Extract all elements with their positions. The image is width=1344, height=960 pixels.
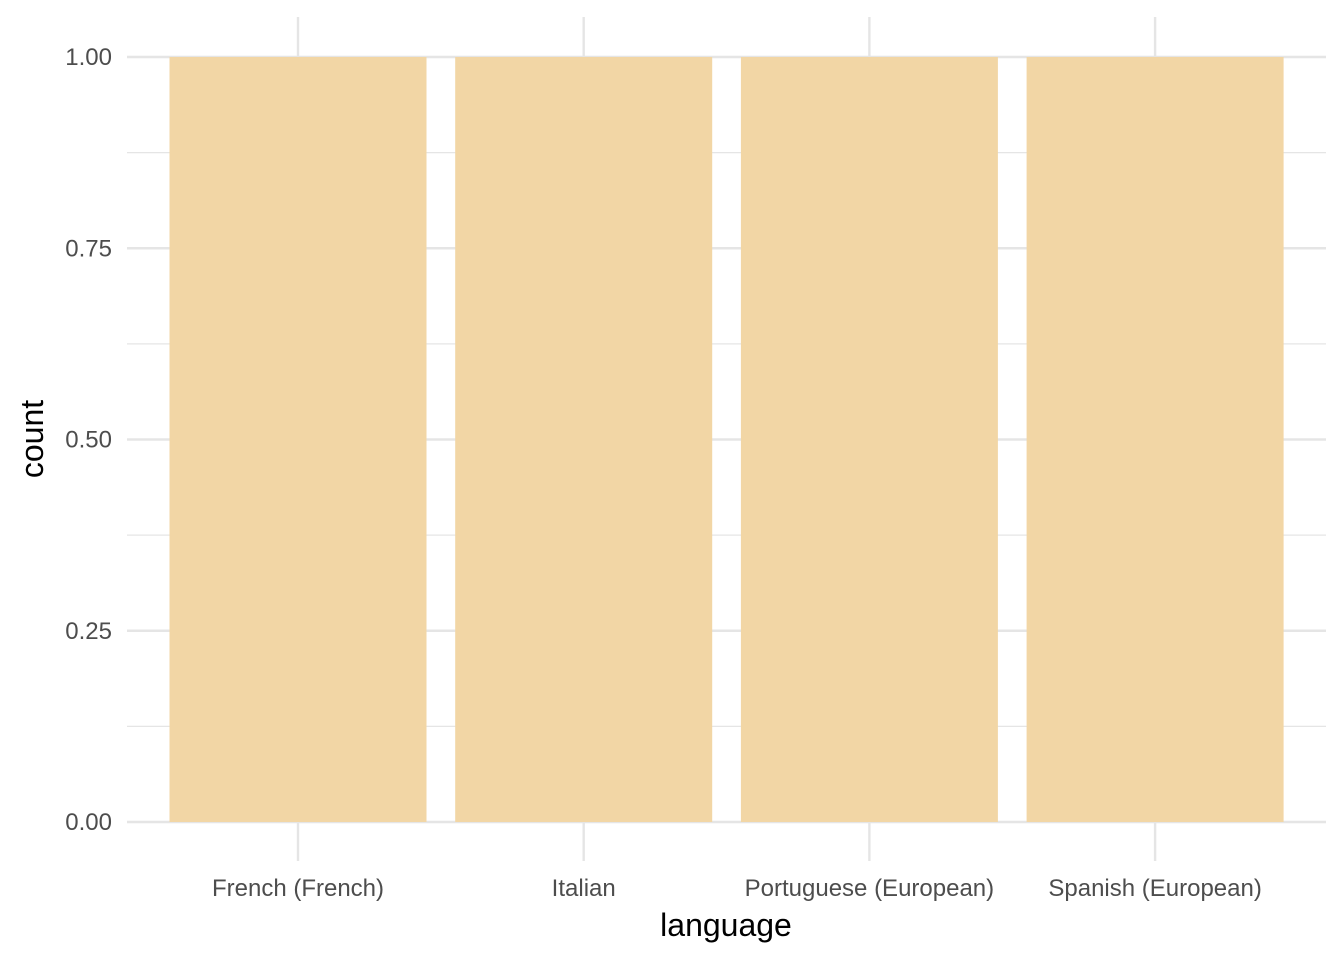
y-tick-label: 0.50 bbox=[65, 427, 112, 454]
bar bbox=[169, 57, 427, 822]
y-tick-labels: 0.00 0.25 0.50 0.75 1.00 bbox=[65, 44, 112, 836]
x-tick-labels: French (French) Italian Portuguese (Europe… bbox=[212, 875, 1262, 902]
y-tick-label: 0.00 bbox=[65, 809, 112, 836]
y-axis-title: count bbox=[14, 400, 50, 478]
bar bbox=[455, 57, 713, 822]
bar bbox=[1026, 57, 1284, 822]
x-tick-label: Portuguese (European) bbox=[745, 875, 995, 902]
bars bbox=[169, 57, 1284, 822]
x-tick-label: Italian bbox=[552, 875, 616, 902]
y-tick-label: 0.75 bbox=[65, 235, 112, 262]
x-axis-title: language bbox=[660, 907, 792, 943]
y-tick-label: 1.00 bbox=[65, 44, 112, 71]
y-tick-label: 0.25 bbox=[65, 618, 112, 645]
x-tick-label: Spanish (European) bbox=[1048, 875, 1261, 902]
bar bbox=[740, 57, 998, 822]
x-tick-label: French (French) bbox=[212, 875, 384, 902]
